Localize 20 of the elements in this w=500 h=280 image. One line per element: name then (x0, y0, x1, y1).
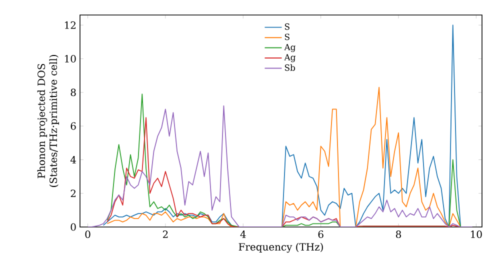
x-tick-label: 10 (471, 230, 482, 238)
y-tick-label: 0 (70, 223, 76, 231)
y-tick-label: 2 (70, 190, 76, 198)
y-tick-label: 12 (65, 21, 76, 29)
y-tick-label: 8 (70, 88, 76, 96)
y-tick-label: 6 (70, 122, 76, 130)
x-tick-label: 4 (240, 230, 246, 238)
legend-label: Sb (284, 64, 296, 71)
y-tick-label: 10 (65, 54, 76, 63)
x-tick-label: 0 (85, 230, 90, 238)
legend-label: S (284, 34, 290, 40)
legend-label: Ag (284, 54, 296, 62)
x-tick-label: 6 (318, 230, 324, 238)
legend-label: Ag (284, 44, 296, 52)
x-tick-label: 2 (162, 230, 168, 238)
x-axis-title: Frequency (THz) (238, 242, 323, 253)
legend-label: S (284, 23, 290, 30)
y-axis-title: Phonon projected DOS (States/THz·primitive cell) (37, 55, 59, 187)
y-tick-label: 4 (70, 156, 76, 164)
x-tick-label: 8 (396, 230, 401, 238)
